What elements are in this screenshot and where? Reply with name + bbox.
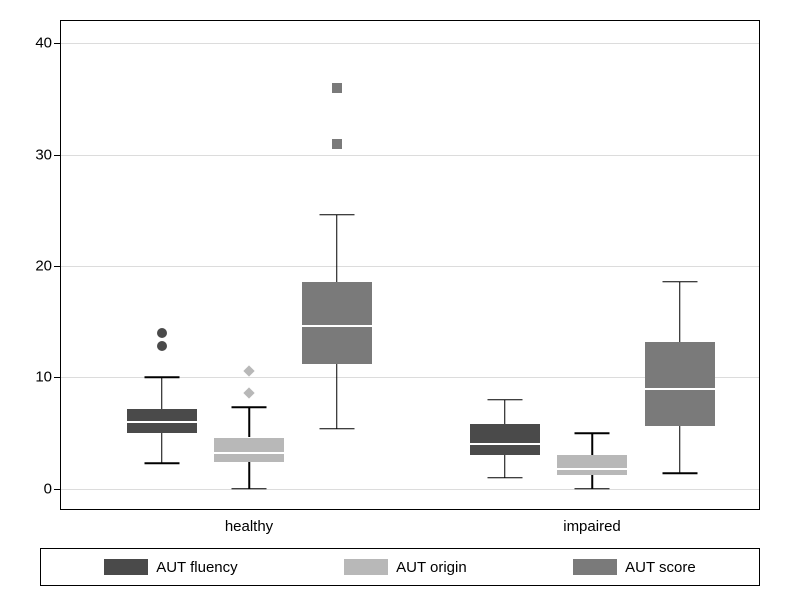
box-origin [214,21,284,511]
box-rect [645,342,715,427]
cap-high [319,214,354,216]
cap-high [232,407,267,409]
whisker-low [591,475,593,488]
y-tick-label: 40 [35,35,60,52]
outlier-diamond [243,365,254,376]
box-rect [302,282,372,364]
median-line [645,388,715,390]
box-rect [470,424,540,455]
outlier-circle [157,341,167,351]
median-line [557,468,627,470]
cap-high [575,432,610,434]
cap-high [487,399,522,401]
cap-low [319,428,354,430]
outlier-diamond [243,387,254,398]
y-tick-label: 0 [44,480,60,497]
median-line [302,325,372,327]
x-category-label: impaired [563,510,621,535]
y-axis-line [60,21,61,510]
x-category-label: healthy [225,510,273,535]
cap-low [144,462,179,464]
box-rect [214,438,284,463]
boxplot-chart: 010203040healthyimpaired AUT fluencyAUT … [0,0,786,593]
legend-swatch [104,559,148,575]
legend-item-origin: AUT origin [344,559,467,576]
legend-swatch [573,559,617,575]
cap-low [232,488,267,490]
whisker-high [248,407,250,437]
whisker-low [504,455,506,477]
whisker-high [161,377,163,408]
cap-low [662,472,697,474]
box-score [302,21,372,511]
legend-label: AUT fluency [156,559,237,576]
whisker-high [679,282,681,342]
box-fluency [470,21,540,511]
box-rect [557,455,627,475]
y-tick-label: 30 [35,146,60,163]
legend: AUT fluency AUT origin AUT score [40,548,760,586]
box-origin [557,21,627,511]
y-tick-label: 20 [35,258,60,275]
whisker-high [504,400,506,425]
legend-item-score: AUT score [573,559,696,576]
outlier-square [332,139,342,149]
whisker-low [336,364,338,429]
whisker-high [591,433,593,455]
cap-high [662,281,697,283]
outlier-square [332,83,342,93]
whisker-low [248,462,250,489]
plot-area: 010203040healthyimpaired [60,20,760,510]
y-tick-label: 10 [35,369,60,386]
whisker-low [679,426,681,473]
legend-label: AUT score [625,559,696,576]
median-line [127,421,197,423]
cap-low [575,488,610,490]
whisker-high [336,215,338,282]
legend-swatch [344,559,388,575]
legend-item-fluency: AUT fluency [104,559,237,576]
box-score [645,21,715,511]
median-line [470,443,540,445]
median-line [214,452,284,454]
outlier-circle [157,328,167,338]
box-fluency [127,21,197,511]
whisker-low [161,433,163,463]
cap-low [487,477,522,479]
cap-high [144,377,179,379]
legend-label: AUT origin [396,559,467,576]
